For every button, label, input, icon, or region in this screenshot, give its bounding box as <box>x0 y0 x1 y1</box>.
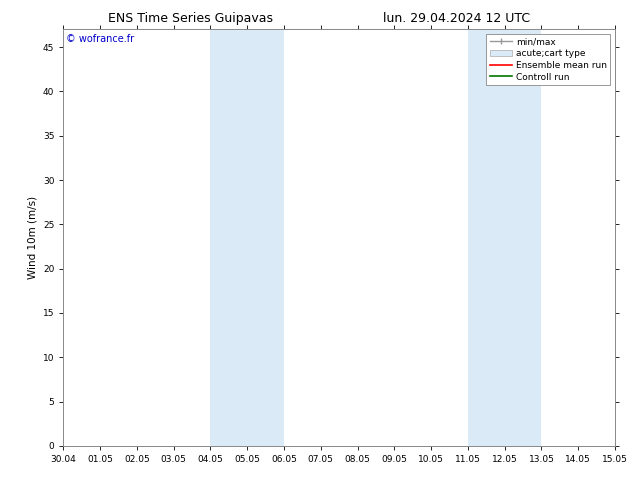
Legend: min/max, acute;cart type, Ensemble mean run, Controll run: min/max, acute;cart type, Ensemble mean … <box>486 34 611 85</box>
Bar <box>210 29 284 446</box>
Text: © wofrance.fr: © wofrance.fr <box>66 34 134 44</box>
Text: ENS Time Series Guipavas: ENS Time Series Guipavas <box>108 12 273 25</box>
Text: lun. 29.04.2024 12 UTC: lun. 29.04.2024 12 UTC <box>383 12 530 25</box>
Y-axis label: Wind 10m (m/s): Wind 10m (m/s) <box>27 196 37 279</box>
Bar <box>468 29 541 446</box>
